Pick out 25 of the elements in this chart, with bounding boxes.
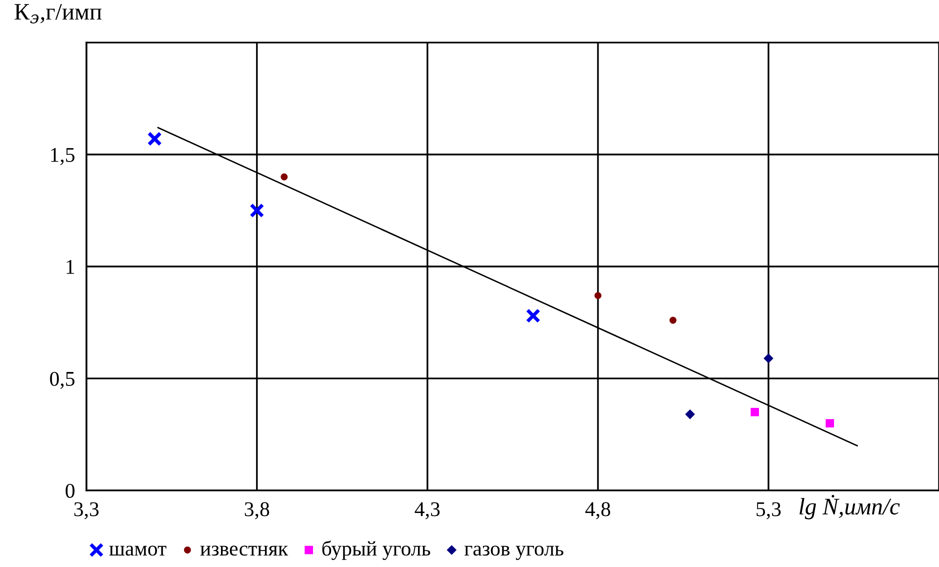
x-axis-title: lg Ṅ,имп/с <box>800 494 900 520</box>
y-tick-label: 1 <box>66 260 74 274</box>
y-tick-label: 0,5 <box>50 372 74 389</box>
x-tick-label: 4,8 <box>585 502 610 520</box>
point <box>147 132 162 146</box>
x-tick-label: 3,3 <box>74 502 99 520</box>
y-axis-title: К$_{э}$,г/имп <box>14 4 102 24</box>
point <box>526 308 540 324</box>
point <box>764 353 774 364</box>
point <box>826 419 834 428</box>
legend-label: бурый уголь <box>322 540 430 560</box>
x-tick-label: 3,8 <box>244 502 270 520</box>
legend-label: шамот <box>109 546 166 556</box>
legend-label: газов уголь <box>464 546 564 560</box>
point <box>280 173 288 180</box>
x-tick-label: 5,3 <box>756 502 781 520</box>
point <box>594 292 602 300</box>
x-tick-label: 4,3 <box>414 502 440 520</box>
point <box>670 316 676 324</box>
point <box>250 203 264 218</box>
legend-label: известняк <box>200 546 288 556</box>
y-tick-label: 0 <box>66 484 74 498</box>
point <box>685 409 695 420</box>
y-tick-label: 1,5 <box>51 148 74 165</box>
point <box>750 408 760 416</box>
